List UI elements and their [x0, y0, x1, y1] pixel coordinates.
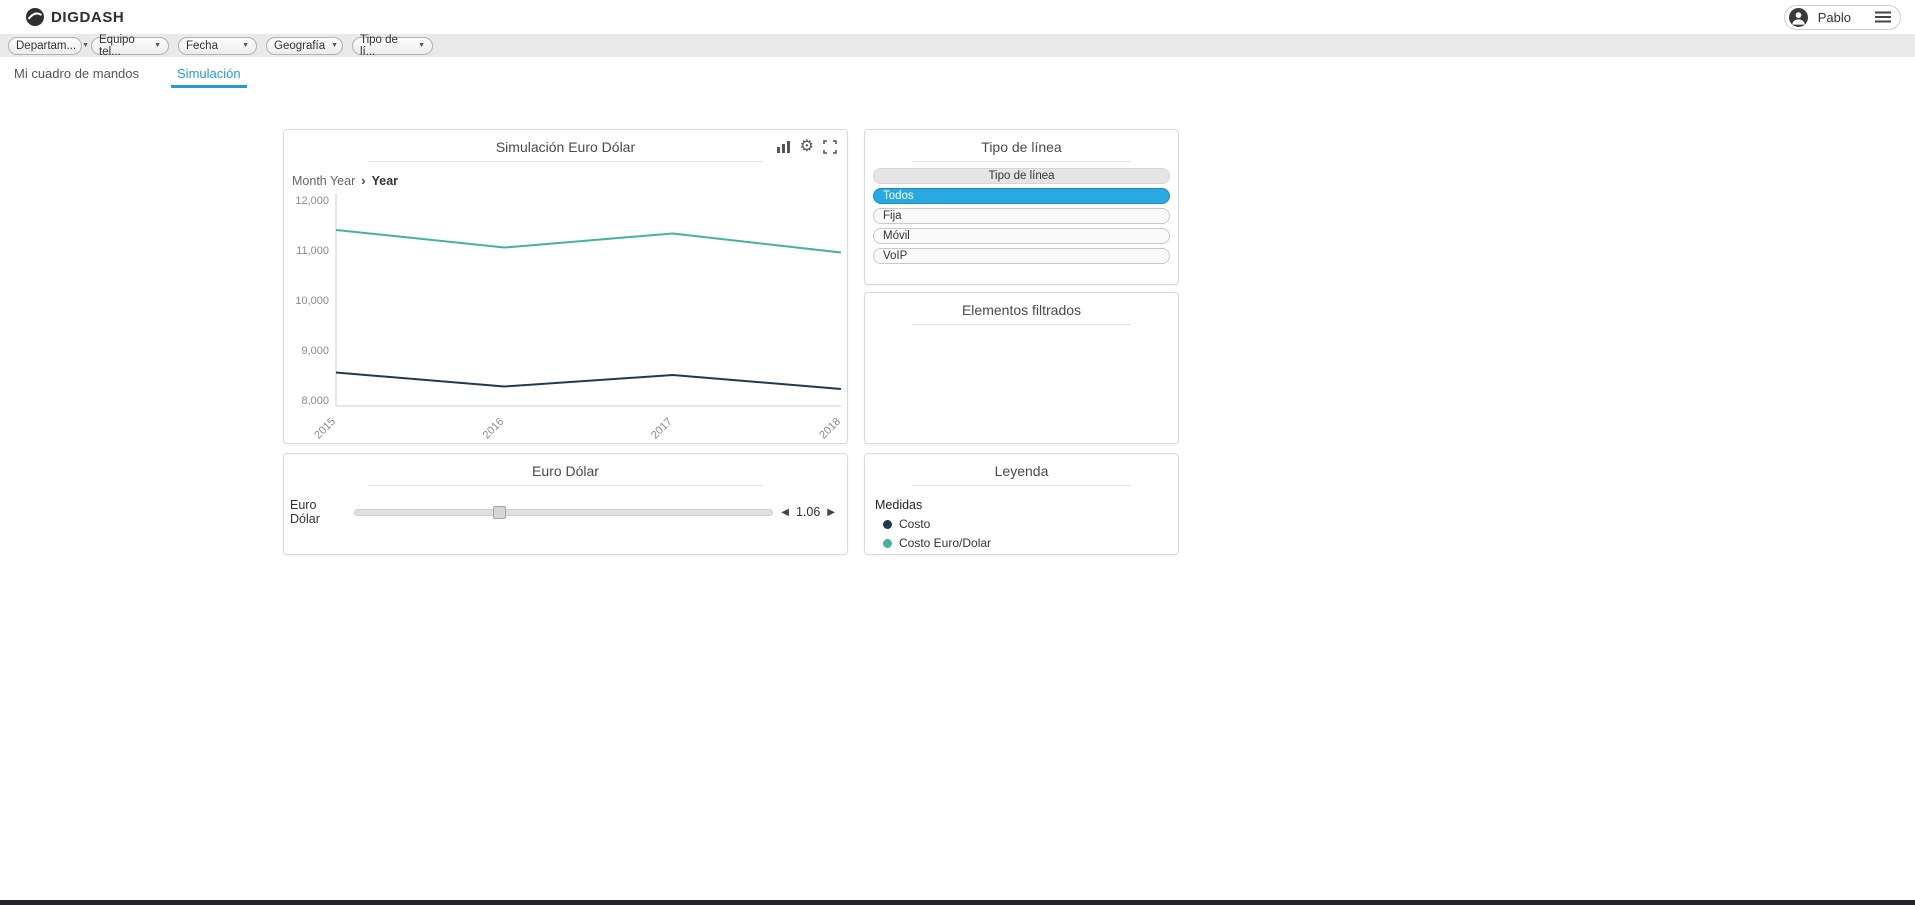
leyenda-card: Leyenda Medidas Costo Costo Euro/Dolar — [864, 453, 1179, 555]
legend-entry-label: Costo — [899, 517, 931, 531]
title-divider — [911, 485, 1132, 486]
tipo-linea-title: Tipo de línea — [981, 139, 1062, 155]
svg-text:12,000: 12,000 — [295, 195, 329, 207]
avatar — [1788, 7, 1808, 27]
elementos-filtrados-card: Elementos filtrados — [864, 292, 1179, 444]
line-chart[interactable]: 8,000 9,000 10,000 11,000 12,000 2015 2016 2017… — [284, 190, 849, 440]
top-bar: DIGDASH Pablo — [0, 0, 1915, 34]
chart-toolbar: ⚙ — [776, 139, 837, 155]
list-item-movil[interactable]: Móvil — [873, 228, 1170, 244]
euro-slider-track[interactable] — [354, 505, 774, 519]
legend-dot — [883, 538, 892, 548]
filter-dropdown-tipo-linea[interactable]: Tipo de lí... ▼ — [352, 33, 433, 58]
legend-dot — [883, 519, 892, 529]
svg-text:9,000: 9,000 — [301, 345, 329, 357]
tipo-linea-card: Tipo de línea Tipo de línea Todos Fija M… — [864, 129, 1179, 285]
legend-entry-costo[interactable]: Costo — [883, 517, 1178, 531]
euro-dolar-title: Euro Dólar — [532, 463, 599, 479]
step-down-arrow-icon[interactable]: ◀ — [781, 506, 789, 518]
tab-simulacion[interactable]: Simulación — [171, 64, 247, 88]
leyenda-title: Leyenda — [994, 463, 1049, 479]
filter-dropdown-geografia[interactable]: Geografía ▼ — [266, 36, 343, 55]
breadcrumb-current: Year — [371, 173, 399, 188]
title-divider — [911, 161, 1132, 162]
filter-label: Fecha — [186, 39, 218, 52]
chart-card-title: Simulación Euro Dólar — [495, 139, 636, 155]
svg-text:2017: 2017 — [649, 416, 675, 440]
user-name: Pablo — [1817, 9, 1851, 25]
chevron-down-icon: ▼ — [331, 42, 339, 49]
list-item-todos[interactable]: Todos — [873, 188, 1170, 204]
simulation-chart-card: Simulación Euro Dólar ⚙ Month Year › Yea… — [283, 129, 848, 444]
chevron-down-icon: ▼ — [154, 42, 161, 49]
title-divider — [911, 324, 1132, 325]
chevron-down-icon: ▼ — [82, 42, 90, 49]
filter-label: Geografía — [274, 39, 326, 52]
dashboard-tabs: Mi cuadro de mandos Simulación — [0, 64, 1915, 88]
filter-dropdown-equipo[interactable]: Equipo tel... ▼ — [91, 33, 169, 58]
digdash-logo-icon — [25, 7, 45, 27]
svg-text:10,000: 10,000 — [295, 295, 329, 307]
bottom-bar — [0, 900, 1915, 905]
svg-text:2015: 2015 — [312, 416, 338, 440]
svg-text:8,000: 8,000 — [301, 395, 329, 407]
filter-label: Equipo tel... — [99, 33, 135, 58]
slider-label: Euro Dólar — [290, 498, 320, 526]
filter-label: Departam... — [16, 39, 77, 52]
chevron-down-icon: ▼ — [242, 42, 249, 49]
filter-label: Tipo de lí... — [360, 33, 398, 58]
breadcrumb: Month Year › Year — [292, 173, 847, 188]
breadcrumb-parent[interactable]: Month Year — [292, 173, 356, 188]
title-divider — [368, 161, 763, 162]
tab-mi-cuadro-de-mandos[interactable]: Mi cuadro de mandos — [14, 66, 140, 81]
digdash-logo: DIGDASH — [25, 7, 124, 27]
fullscreen-icon[interactable] — [823, 140, 837, 154]
filter-dropdown-departamento[interactable]: Departam... ▼ — [8, 36, 89, 55]
hamburger-menu-icon[interactable] — [1875, 11, 1891, 23]
user-menu[interactable]: Pablo — [1783, 4, 1901, 30]
svg-text:2016: 2016 — [481, 416, 507, 440]
chevron-down-icon: ▼ — [418, 42, 425, 49]
title-divider — [368, 485, 763, 486]
step-up-arrow-icon[interactable]: ▶ — [827, 506, 835, 518]
slider-controls: ◀ 1.06 ▶ — [781, 505, 835, 519]
list-item-fija[interactable]: Fija — [873, 208, 1170, 224]
filter-dropdown-fecha[interactable]: Fecha ▼ — [178, 36, 257, 55]
gear-icon[interactable]: ⚙ — [799, 138, 814, 155]
legend-entry-label: Costo Euro/Dolar — [899, 536, 992, 550]
svg-text:2018: 2018 — [817, 416, 843, 440]
filter-bar: Departam... ▼ Equipo tel... ▼ Fecha ▼ Ge… — [0, 33, 1915, 58]
euro-dolar-card: Euro Dólar Euro Dólar ◀ 1.06 ▶ — [283, 453, 848, 555]
app-title: DIGDASH — [51, 8, 125, 26]
euro-slider-row: Euro Dólar ◀ 1.06 ▶ — [284, 498, 847, 526]
legend-entry-costo-euro-dolar[interactable]: Costo Euro/Dolar — [883, 536, 1178, 550]
euro-slider-handle[interactable] — [492, 505, 506, 519]
slider-value: 1.06 — [795, 505, 821, 519]
list-header: Tipo de línea — [873, 168, 1170, 184]
elementos-filtrados-title: Elementos filtrados — [961, 302, 1082, 318]
chevron-right-icon: › — [361, 173, 366, 188]
chart-type-icon[interactable] — [776, 140, 791, 154]
list-item-voip[interactable]: VoIP — [873, 248, 1170, 264]
tipo-linea-list: Tipo de línea Todos Fija Móvil VoIP — [865, 162, 1178, 264]
svg-text:11,000: 11,000 — [296, 245, 329, 257]
legend-group-label: Medidas — [875, 498, 923, 512]
